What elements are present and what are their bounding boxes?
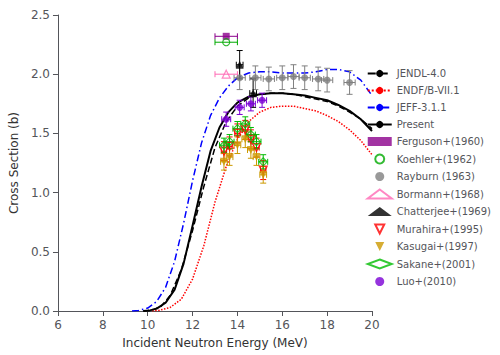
svg-text:Bormann+(1968): Bormann+(1968) [397,189,484,200]
svg-text:1.0: 1.0 [31,186,50,200]
svg-text:Ferguson+(1960): Ferguson+(1960) [397,136,484,147]
svg-text:2.5: 2.5 [31,8,50,22]
svg-text:0.5: 0.5 [31,245,50,259]
svg-text:Sakane+(2001): Sakane+(2001) [397,259,475,270]
svg-text:Cross Section (b): Cross Section (b) [7,112,21,214]
svg-text:ENDF/B-VII.1: ENDF/B-VII.1 [397,85,460,96]
svg-text:JEFF-3.1.1: JEFF-3.1.1 [396,102,447,113]
svg-text:Kasugai+(1997): Kasugai+(1997) [397,241,478,252]
svg-text:8: 8 [99,318,107,332]
svg-text:14: 14 [230,318,245,332]
svg-text:6: 6 [54,318,62,332]
svg-text:1.5: 1.5 [31,126,50,140]
svg-text:20: 20 [364,318,379,332]
svg-text:Chatterjee+(1969): Chatterjee+(1969) [397,206,491,217]
svg-text:Murahira+(1995): Murahira+(1995) [397,224,483,235]
svg-text:18: 18 [319,318,334,332]
svg-text:16: 16 [275,318,290,332]
svg-text:Koehler+(1962): Koehler+(1962) [397,154,476,165]
svg-text:10: 10 [140,318,155,332]
svg-text:Luo+(2010): Luo+(2010) [397,276,457,287]
svg-text:JENDL-4.0: JENDL-4.0 [396,68,446,79]
svg-text:Incident Neutron Energy (MeV): Incident Neutron Energy (MeV) [122,336,307,350]
svg-text:12: 12 [185,318,200,332]
svg-text:0.0: 0.0 [31,304,50,318]
svg-text:Rayburn (1963): Rayburn (1963) [397,171,475,182]
svg-text:Present: Present [397,119,435,130]
svg-text:2.0: 2.0 [31,67,50,81]
